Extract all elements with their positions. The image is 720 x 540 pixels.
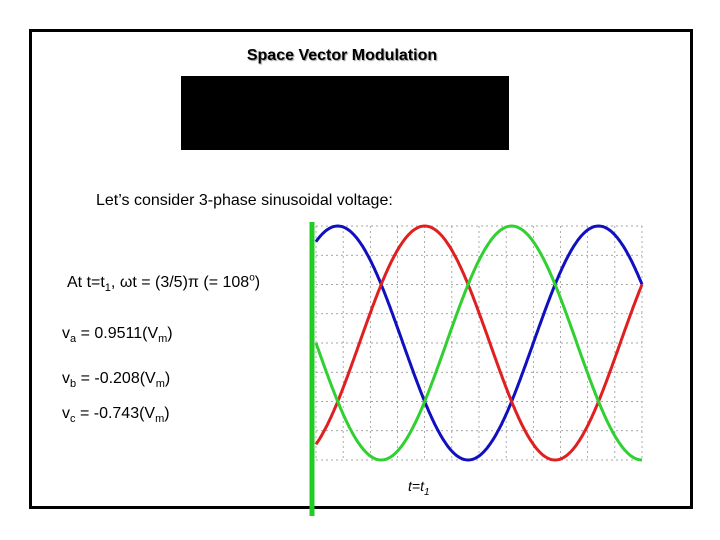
vc-value: vc = -0.743(Vm) — [62, 405, 170, 426]
intro-text: Let’s consider 3-phase sinusoidal voltag… — [96, 192, 393, 209]
t1-label: t=t1 — [408, 478, 430, 498]
slide-frame — [29, 29, 693, 509]
phase-c-waveform — [314, 224, 643, 462]
redacted-box — [181, 76, 509, 150]
at-time-line: At t=t1, ωt = (3/5)π (= 108o) — [67, 272, 261, 295]
phase-b-waveform — [314, 224, 644, 462]
va-value: va = 0.9511(Vm) — [62, 325, 173, 346]
slide-title: Space Vector Modulation — [246, 47, 438, 64]
vb-value: vb = -0.208(Vm) — [62, 370, 171, 391]
phase-a-waveform — [314, 224, 644, 462]
